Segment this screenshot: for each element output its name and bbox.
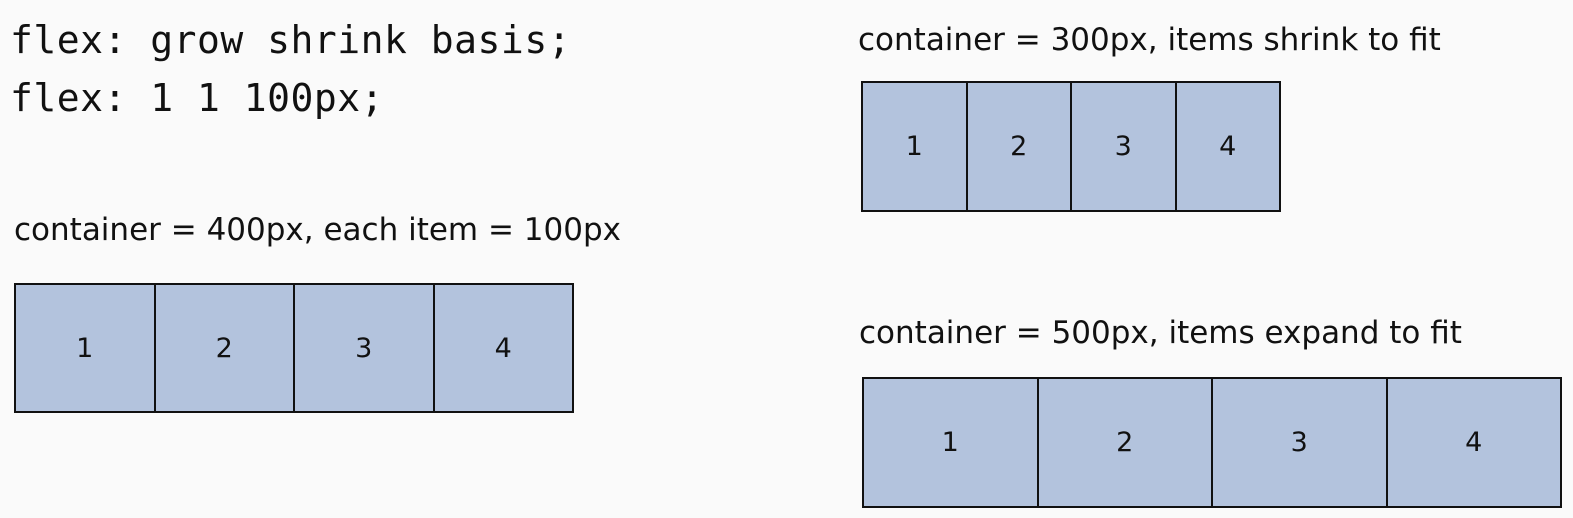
flex-container-500: 1 2 3 4 (862, 377, 1562, 508)
flex-item-4: 4 (494, 332, 512, 364)
flex-item-2: 2 (968, 83, 1072, 210)
flex-item-3: 3 (1072, 83, 1177, 210)
caption-container-300: container = 300px, items shrink to fit (858, 22, 1441, 58)
flex-item-4: 4 (1219, 131, 1237, 162)
flex-syntax-line: flex: grow shrink basis; (10, 18, 572, 62)
flex-item-1: 1 (864, 379, 1039, 506)
flex-item-1: 1 (16, 285, 156, 411)
flex-example-line: flex: 1 1 100px; (10, 76, 385, 120)
flex-item-3: 3 (1213, 379, 1388, 506)
flex-container-300: 1 2 3 4 (861, 81, 1281, 212)
flex-item-2: 2 (156, 285, 295, 411)
flex-item-3: 3 (295, 285, 435, 411)
caption-container-500: container = 500px, items expand to fit (859, 315, 1462, 351)
flex-item-2: 2 (1039, 379, 1213, 506)
flex-item-1: 1 (863, 83, 968, 210)
caption-container-400: container = 400px, each item = 100px (14, 212, 621, 248)
flex-item-4: 4 (1465, 427, 1483, 458)
flex-container-400: 1 2 3 4 (14, 283, 574, 413)
